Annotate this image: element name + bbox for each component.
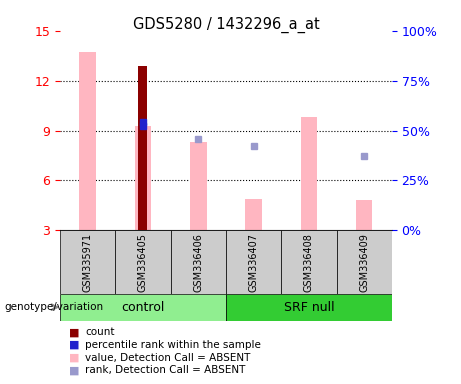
- Text: GSM336406: GSM336406: [193, 233, 203, 291]
- Bar: [356, 200, 372, 230]
- Text: value, Detection Call = ABSENT: value, Detection Call = ABSENT: [85, 353, 251, 362]
- Bar: [281, 230, 337, 294]
- Bar: [79, 52, 96, 230]
- Text: GDS5280 / 1432296_a_at: GDS5280 / 1432296_a_at: [132, 17, 319, 33]
- Bar: [60, 294, 226, 321]
- Text: SRF null: SRF null: [284, 301, 334, 314]
- Bar: [226, 294, 392, 321]
- Text: GSM336408: GSM336408: [304, 233, 314, 291]
- Text: GSM336407: GSM336407: [248, 233, 259, 291]
- Bar: [226, 230, 281, 294]
- Bar: [190, 142, 207, 230]
- Text: ■: ■: [69, 365, 80, 375]
- Bar: [60, 230, 115, 294]
- Text: GSM335971: GSM335971: [83, 233, 93, 291]
- Text: ■: ■: [69, 353, 80, 362]
- Bar: [245, 199, 262, 230]
- Text: percentile rank within the sample: percentile rank within the sample: [85, 340, 261, 350]
- Text: ■: ■: [69, 340, 80, 350]
- Bar: [171, 230, 226, 294]
- Bar: [138, 66, 148, 230]
- Bar: [301, 117, 317, 230]
- Text: genotype/variation: genotype/variation: [5, 302, 104, 312]
- Text: GSM336405: GSM336405: [138, 233, 148, 291]
- Text: ■: ■: [69, 327, 80, 337]
- Bar: [135, 126, 151, 230]
- Bar: [337, 230, 392, 294]
- Text: count: count: [85, 327, 115, 337]
- Text: control: control: [121, 301, 165, 314]
- Bar: [115, 230, 171, 294]
- Text: rank, Detection Call = ABSENT: rank, Detection Call = ABSENT: [85, 365, 246, 375]
- Text: GSM336409: GSM336409: [359, 233, 369, 291]
